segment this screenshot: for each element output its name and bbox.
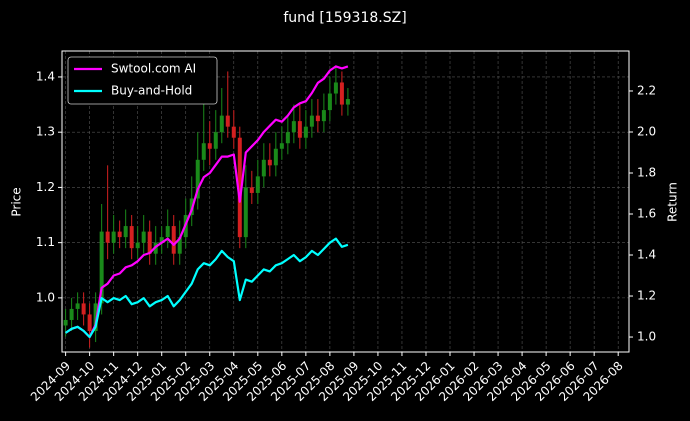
candle-body — [147, 231, 152, 254]
candle-body — [237, 137, 242, 238]
candle-body — [117, 231, 122, 238]
return-line — [64, 65, 349, 339]
candle-body — [345, 99, 350, 105]
y2-tick-label: 2.0 — [637, 124, 656, 138]
candle-body — [69, 308, 74, 320]
y2-tick-label: 1.6 — [637, 207, 656, 221]
candle-body — [99, 231, 104, 304]
candle-body — [105, 231, 110, 243]
candle-body — [129, 226, 134, 249]
candle-body — [201, 143, 206, 160]
y2-tick-label: 1.4 — [637, 248, 656, 262]
candle-body — [249, 187, 254, 193]
candle-body — [165, 226, 170, 238]
candle-body — [63, 319, 68, 326]
candle-body — [111, 231, 116, 243]
candle-body — [177, 237, 182, 254]
candle-body — [159, 237, 164, 243]
y2-axis-label: Return — [666, 182, 680, 222]
candle-body — [87, 314, 92, 332]
legend-box — [67, 56, 218, 105]
candle-body — [171, 226, 176, 254]
chart-title: fund [159318.SZ] — [283, 10, 406, 26]
candle-body — [141, 231, 146, 243]
candle-body — [273, 148, 278, 166]
candle-body — [285, 132, 290, 144]
y-tick-label: 1.4 — [36, 69, 55, 83]
y-tick-label: 1.2 — [36, 180, 55, 194]
y-axis-label: Price — [10, 187, 24, 216]
candle-body — [297, 121, 302, 138]
legend-label: Swtool.com AI — [111, 62, 196, 76]
candle-body — [333, 82, 338, 94]
y-tick-label: 1.1 — [36, 235, 55, 249]
return-line — [64, 237, 349, 339]
candle-body — [279, 143, 284, 149]
y-tick-label: 1.3 — [36, 125, 55, 139]
candle-body — [225, 115, 230, 127]
candle-body — [207, 143, 212, 149]
candle-body — [267, 159, 272, 166]
candle-body — [321, 110, 326, 122]
candle-body — [93, 303, 98, 332]
candle-body — [231, 126, 236, 138]
y2-tick-label: 1.0 — [637, 330, 656, 344]
candle-body — [75, 303, 80, 309]
candle-body — [291, 121, 296, 133]
candle-body — [123, 226, 128, 238]
candle-body — [81, 303, 86, 315]
candle-body — [255, 176, 260, 193]
candle-body — [135, 242, 140, 249]
y2-tick-label: 2.2 — [637, 83, 656, 97]
plot-frame — [61, 50, 630, 353]
candle-body — [315, 115, 320, 122]
y2-tick-label: 1.8 — [637, 165, 656, 179]
legend-label: Buy-and-Hold — [111, 84, 192, 98]
candle-body — [219, 115, 224, 133]
candle-body — [213, 132, 218, 149]
candle-body — [261, 159, 266, 177]
candle-body — [339, 82, 344, 105]
candle-body — [303, 126, 308, 138]
candle-body — [309, 115, 314, 127]
candle-body — [243, 187, 248, 238]
y-tick-label: 1.0 — [36, 290, 55, 304]
candle-body — [195, 159, 200, 199]
candle-body — [327, 93, 332, 111]
y2-tick-label: 1.2 — [637, 289, 656, 303]
